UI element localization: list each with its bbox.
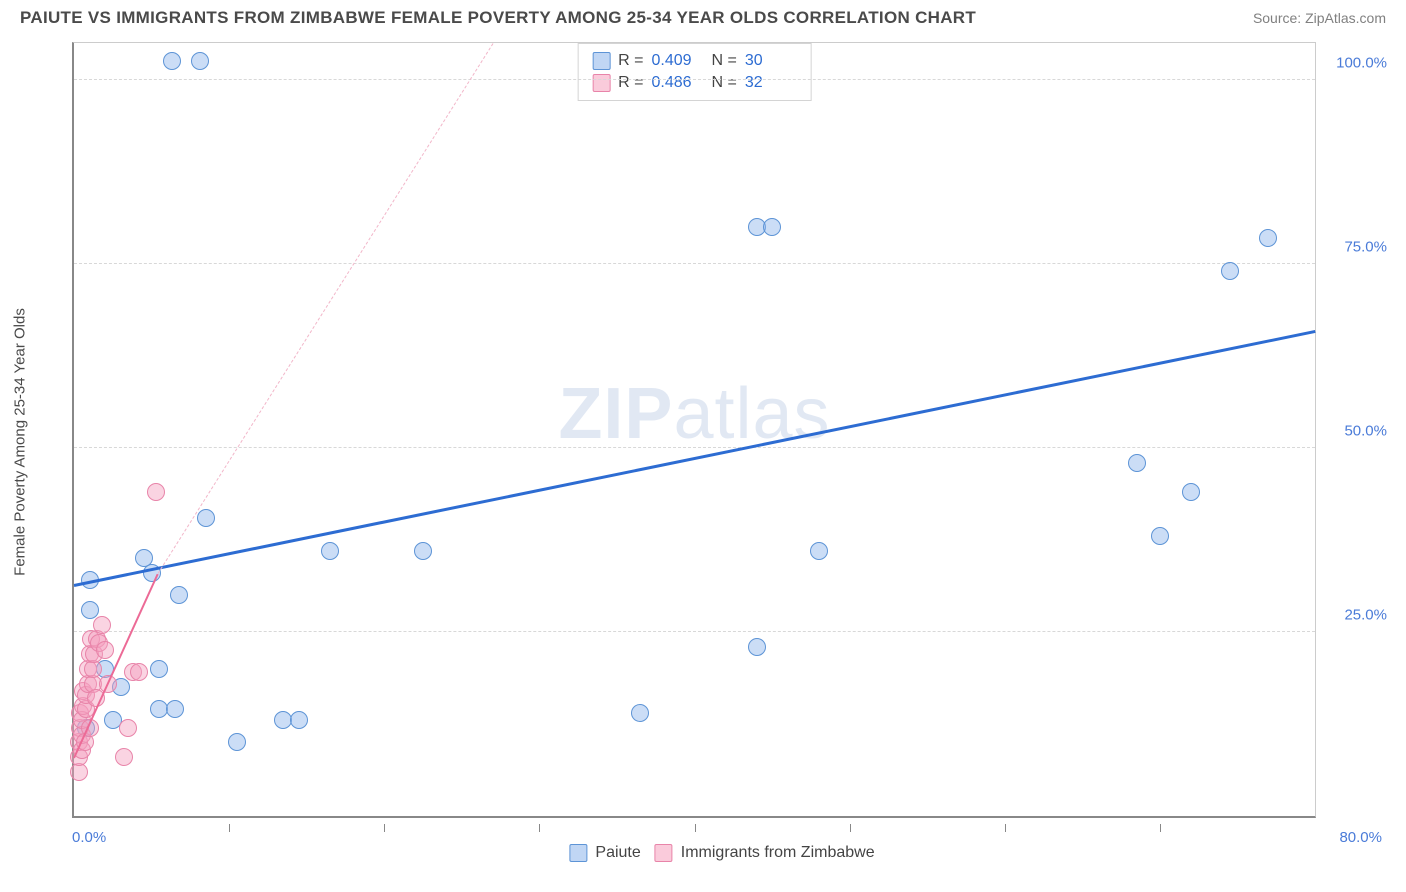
y-tick-label: 75.0% [1323,238,1387,255]
plot-area: ZIPatlas R = 0.409 N = 30 R = 0.486 N = … [72,42,1316,818]
x-tick [539,824,540,832]
data-point [115,748,133,766]
data-point [166,700,184,718]
watermark: ZIPatlas [558,373,830,455]
data-point [763,218,781,236]
legend-swatch-pink [592,74,610,92]
y-tick-label: 25.0% [1323,606,1387,623]
data-point [414,542,432,560]
data-point [1259,229,1277,247]
x-tick [850,824,851,832]
y-axis-label: Female Poverty Among 25-34 Year Olds [12,308,29,576]
data-point [150,660,168,678]
legend-swatch-pink [655,844,673,862]
data-point [130,663,148,681]
gridline [74,263,1315,264]
data-point [96,641,114,659]
data-point [163,52,181,70]
x-axis-end-label: 80.0% [1339,829,1382,846]
chart-container: Female Poverty Among 25-34 Year Olds ZIP… [48,42,1396,842]
data-point [290,711,308,729]
legend-correlation: R = 0.409 N = 30 R = 0.486 N = 32 [577,43,812,101]
x-axis-start-label: 0.0% [72,829,106,846]
x-tick [695,824,696,832]
gridline [74,447,1315,448]
x-tick [1005,824,1006,832]
legend-row-zimbabwe: R = 0.486 N = 32 [592,72,797,94]
gridline [74,631,1315,632]
data-point [748,638,766,656]
y-tick-label: 50.0% [1323,422,1387,439]
data-point [228,733,246,751]
data-point [119,719,137,737]
gridline [74,79,1315,80]
chart-title: PAIUTE VS IMMIGRANTS FROM ZIMBABWE FEMAL… [20,8,976,28]
data-point [631,704,649,722]
data-point [197,509,215,527]
data-point [81,601,99,619]
trend-line [157,43,493,574]
data-point [147,483,165,501]
data-point [321,542,339,560]
data-point [191,52,209,70]
data-point [1151,527,1169,545]
data-point [1182,483,1200,501]
data-point [93,616,111,634]
legend-series: Paiute Immigrants from Zimbabwe [569,844,874,862]
source-attribution: Source: ZipAtlas.com [1253,10,1386,26]
legend-row-paiute: R = 0.409 N = 30 [592,50,797,72]
data-point [1128,454,1146,472]
x-tick [384,824,385,832]
y-tick-label: 100.0% [1323,54,1387,71]
x-tick [1160,824,1161,832]
legend-swatch-blue [569,844,587,862]
data-point [810,542,828,560]
legend-item-zimbabwe: Immigrants from Zimbabwe [655,844,875,862]
legend-item-paiute: Paiute [569,844,640,862]
data-point [1221,262,1239,280]
legend-swatch-blue [592,52,610,70]
data-point [170,586,188,604]
x-tick [229,824,230,832]
